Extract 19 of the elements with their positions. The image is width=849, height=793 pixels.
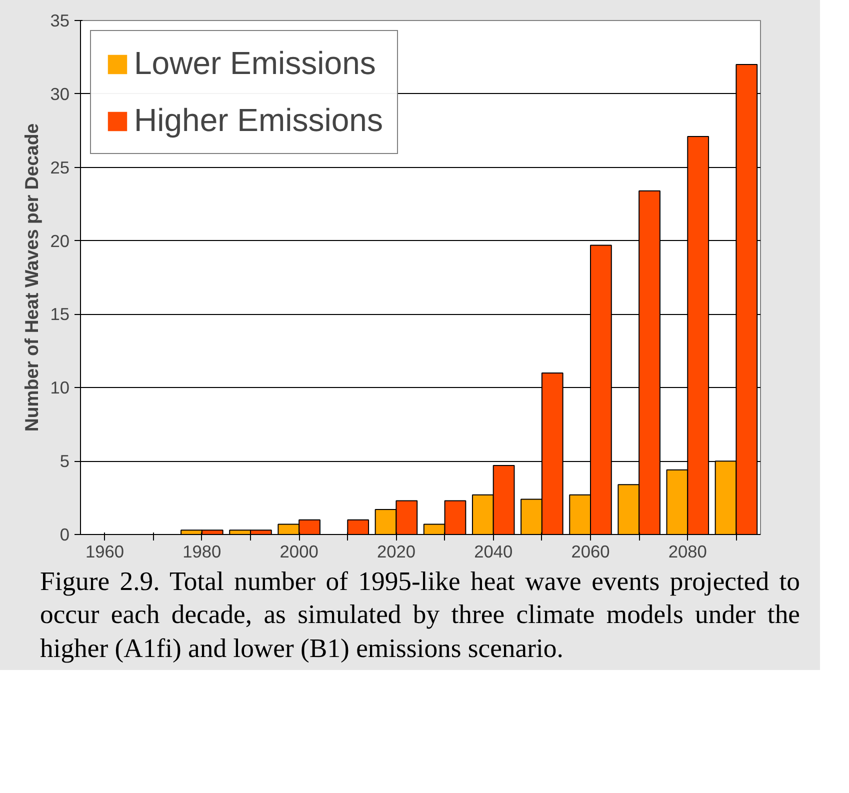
legend-label: Higher Emissions bbox=[134, 102, 383, 139]
y-tick-label: 35 bbox=[50, 10, 70, 30]
x-tick-label: 2040 bbox=[474, 542, 513, 562]
x-tick-label: 2080 bbox=[668, 542, 707, 562]
y-tick-label: 15 bbox=[50, 304, 70, 324]
y-axis-title: Number of Heat Waves per Decade bbox=[21, 123, 42, 432]
x-tick-label: 2060 bbox=[571, 542, 610, 562]
y-tick-label: 0 bbox=[60, 524, 70, 544]
y-tick-label: 30 bbox=[50, 84, 70, 104]
y-tick-label: 5 bbox=[60, 451, 70, 472]
caption: Figure 2.9. Total number of 1995-like heat wave events projected to occur each decade, as simulated by three climate models under the higher (A1fi) and lower (B1) emissions scenario. bbox=[40, 565, 800, 665]
x-tick-label: 2020 bbox=[376, 542, 416, 562]
x-tick-label: 1980 bbox=[182, 542, 222, 562]
x-tick-label: 2000 bbox=[280, 542, 318, 562]
y-tick-label: 25 bbox=[50, 157, 70, 178]
y-tick-label: 20 bbox=[50, 230, 70, 251]
y-tick-label: 10 bbox=[50, 378, 70, 398]
legend-label: Lower Emissions bbox=[134, 45, 376, 82]
x-tick-label: 1960 bbox=[86, 542, 124, 562]
